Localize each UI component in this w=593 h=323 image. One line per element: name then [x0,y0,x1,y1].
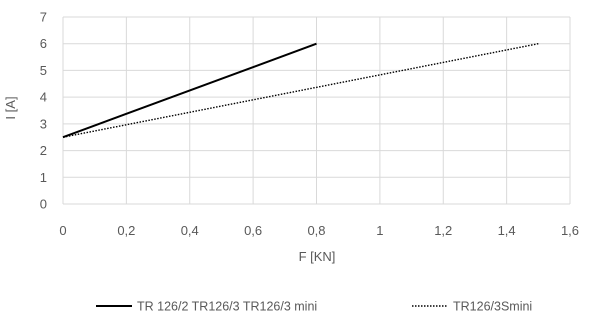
x-tick-label: 0,8 [307,223,325,238]
legend: TR 126/2 TR126/3 TR126/3 mini TR126/3Smin… [96,300,532,314]
y-tick-label: 5 [40,63,47,78]
x-tick-label: 0 [59,223,66,238]
y-tick-label: 6 [40,36,47,51]
series-line-1 [62,42,317,139]
y-tick-label: 7 [40,10,47,25]
legend-label-1: TR 126/2 TR126/3 TR126/3 mini [137,300,317,314]
y-tick-label: 2 [40,143,47,158]
grid-lines [62,16,571,205]
x-tick-label: 1 [376,223,383,238]
y-tick-labels: 0 1 2 3 4 5 6 7 [40,10,47,212]
y-axis-label: I [A] [3,96,18,119]
x-axis-label: F [KN] [299,249,336,264]
y-tick-label: 1 [40,170,47,185]
series-line-2 [62,43,539,138]
x-tick-label: 1,6 [561,223,579,238]
x-tick-labels: 0 0,2 0,4 0,6 0,8 1 1,2 1,4 1,6 [59,223,579,238]
series-lines [62,42,539,139]
y-tick-label: 3 [40,116,47,131]
x-tick-label: 0,6 [244,223,262,238]
x-tick-label: 1,2 [434,223,452,238]
legend-label-2: TR126/3Smini [453,300,532,314]
x-tick-label: 0,2 [117,223,135,238]
y-tick-label: 4 [40,90,47,105]
x-tick-label: 0,4 [181,223,199,238]
x-tick-label: 1,4 [498,223,516,238]
y-tick-label: 0 [40,197,47,212]
